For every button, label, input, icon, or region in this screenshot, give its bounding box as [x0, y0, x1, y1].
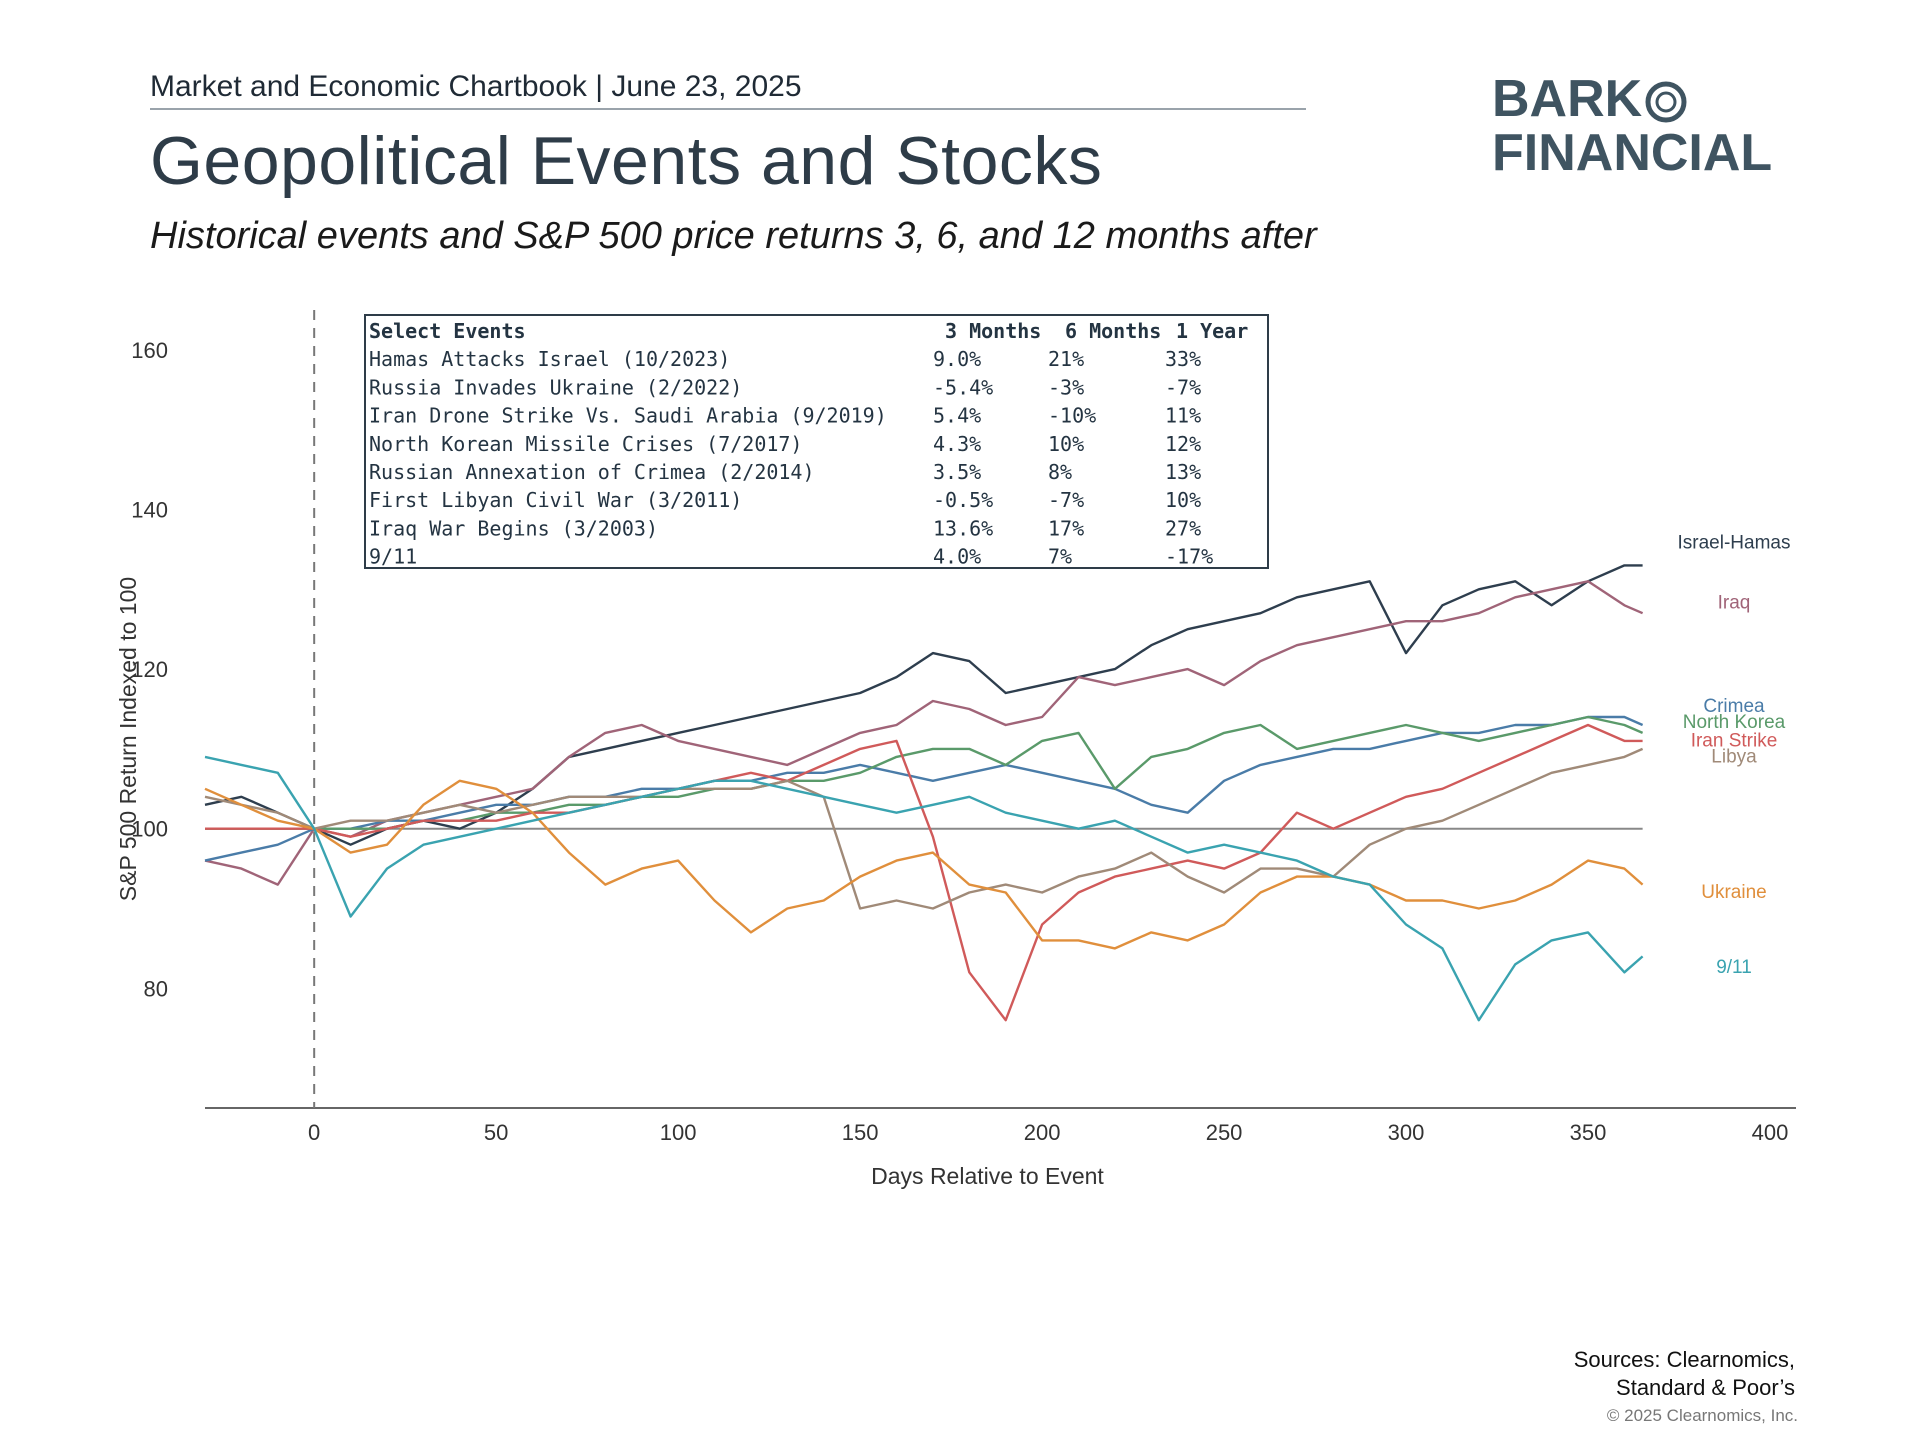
table-cell: 4.3%: [933, 432, 981, 456]
ring-icon: [1645, 81, 1687, 123]
table-cell: 33%: [1165, 347, 1201, 371]
table-cell: Iran Drone Strike Vs. Saudi Arabia (9/20…: [369, 404, 887, 428]
table-cell: 13%: [1165, 460, 1201, 484]
x-tick-label: 150: [842, 1120, 879, 1145]
x-tick-label: 400: [1752, 1120, 1789, 1145]
table-cell: -7%: [1048, 488, 1084, 512]
series-line-ukraine: [204, 779, 1644, 950]
x-tick-label: 250: [1206, 1120, 1243, 1145]
table-cell: -7%: [1165, 375, 1201, 399]
series-line-9-11: [204, 755, 1644, 1022]
table-cell: 10%: [1048, 432, 1084, 456]
table-cell: 9/11: [369, 545, 417, 569]
events-table: Select Events 3 Months 6 Months 1 Year Hamas…: [364, 314, 1269, 569]
table-header-cell: 6 Months: [1065, 319, 1161, 343]
x-tick-label: 50: [484, 1120, 508, 1145]
chart-area: 0 50 100 150 200 250 300 350 400 80 100 120 140 160 Da…: [115, 310, 1796, 1189]
series-line-israel-hamas: [204, 564, 1643, 846]
x-tick-label: 200: [1024, 1120, 1061, 1145]
table-cell: North Korean Missile Crises (7/2017): [369, 432, 802, 456]
header-divider: [150, 108, 1306, 110]
x-tick-label: 100: [660, 1120, 697, 1145]
events-table-frame: [364, 314, 1269, 569]
table-cell: 10%: [1165, 488, 1201, 512]
table-cell: Hamas Attacks Israel (10/2023): [369, 347, 730, 371]
series-label: Israel-Hamas: [1678, 532, 1791, 553]
table-cell: 21%: [1048, 347, 1084, 371]
table-header-cell: 3 Months: [945, 319, 1041, 343]
table-cell: -10%: [1048, 404, 1096, 428]
y-tick-label: 80: [144, 976, 168, 1001]
logo-text-line1: BARK: [1492, 70, 1643, 128]
table-cell: 7%: [1048, 545, 1072, 569]
series-label: Ukraine: [1701, 882, 1766, 903]
x-tick-label: 350: [1570, 1120, 1607, 1145]
y-tick-label: 120: [131, 657, 168, 682]
table-cell: -3%: [1048, 375, 1084, 399]
sources-line-2: Standard & Poor’s: [1616, 1375, 1795, 1400]
table-cell: 4.0%: [933, 545, 981, 569]
series-line-libya: [204, 747, 1644, 910]
sources-line-1: Sources: Clearnomics,: [1573, 1347, 1795, 1372]
table-header-cell: 1 Year: [1176, 319, 1248, 343]
table-cell: Russian Annexation of Crimea (2/2014): [369, 460, 815, 484]
table-cell: 12%: [1165, 432, 1201, 456]
table-cell: Russia Invades Ukraine (2/2022): [369, 375, 742, 399]
series-label: Iran Strike: [1691, 730, 1778, 751]
barko-financial-logo: BARK FINANCIAL: [1492, 72, 1772, 180]
table-cell: 27%: [1165, 516, 1201, 540]
table-cell: -17%: [1165, 545, 1213, 569]
series-line-crimea: [204, 715, 1644, 862]
logo-text-line2: FINANCIAL: [1492, 124, 1773, 182]
table-cell: 17%: [1048, 516, 1084, 540]
table-header-cell: Select Events: [369, 319, 526, 343]
copyright-note: © 2025 Clearnomics, Inc.: [1606, 1406, 1798, 1425]
page-title: Geopolitical Events and Stocks: [150, 123, 1103, 199]
table-cell: 5.4%: [933, 404, 981, 428]
y-axis-label: S&P 500 Return Indexed to 100: [115, 577, 141, 901]
y-tick-label: 160: [131, 338, 168, 363]
series-label: Iraq: [1718, 592, 1751, 613]
page-subtitle: Historical events and S&P 500 price retu…: [150, 215, 1317, 257]
table-cell: -5.4%: [933, 375, 993, 399]
series-layer: [204, 564, 1644, 1022]
x-tick-label: 0: [308, 1120, 320, 1145]
table-cell: 11%: [1165, 404, 1201, 428]
series-label: 9/11: [1716, 957, 1752, 978]
table-cell: Iraq War Begins (3/2003): [369, 516, 658, 540]
x-tick-label: 300: [1388, 1120, 1425, 1145]
sources-note: Sources: Clearnomics, Standard & Poor’s: [1574, 1346, 1795, 1402]
chart-axes: 0 50 100 150 200 250 300 350 400 80 100 120 140 160 Da…: [115, 310, 1796, 1189]
table-cell: 13.6%: [933, 516, 993, 540]
table-cell: 9.0%: [933, 347, 981, 371]
series-label: Crimea: [1703, 696, 1765, 717]
series-line-iran-strike: [205, 723, 1643, 1022]
series-label: Libya: [1711, 746, 1757, 767]
table-cell: -0.5%: [933, 488, 993, 512]
x-axis-label: Days Relative to Event: [871, 1163, 1104, 1189]
y-tick-label: 100: [131, 817, 168, 842]
y-tick-label: 140: [131, 498, 168, 523]
table-cell: First Libyan Civil War (3/2011): [369, 488, 742, 512]
series-label: North Korea: [1683, 712, 1786, 733]
table-cell: 8%: [1048, 460, 1072, 484]
chartbook-header: Market and Economic Chartbook | June 23,…: [150, 70, 802, 103]
table-cell: 3.5%: [933, 460, 981, 484]
